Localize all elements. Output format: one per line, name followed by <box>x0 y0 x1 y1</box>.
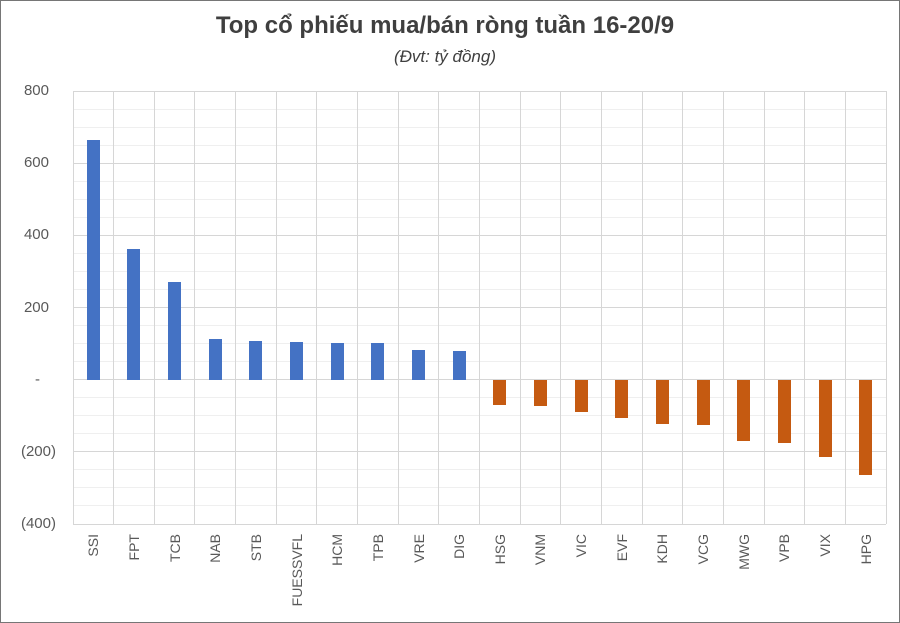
vertical-gridline <box>682 91 684 524</box>
y-tick-label: - <box>35 370 40 388</box>
vertical-gridline <box>153 91 155 524</box>
x-label-hpg: HPG <box>857 534 874 565</box>
vertical-gridline <box>519 91 521 524</box>
vertical-gridline <box>763 91 765 524</box>
bar-vnm <box>533 379 547 407</box>
x-label-tcb: TCB <box>166 534 183 562</box>
x-label-vcg: VCG <box>695 534 712 565</box>
x-label-fuessvfl: FUESSVFL <box>288 534 305 607</box>
bar-tpb <box>371 343 385 380</box>
vertical-gridline <box>885 91 887 524</box>
bar-ssi <box>86 140 100 380</box>
chart-title: Top cổ phiếu mua/bán ròng tuần 16-20/9 <box>215 12 675 39</box>
x-label-vix: VIX <box>817 534 834 557</box>
vertical-gridline <box>194 91 196 524</box>
vertical-gridline <box>804 91 806 524</box>
vertical-gridline <box>357 91 359 524</box>
x-label-evf: EVF <box>613 534 630 562</box>
vertical-gridline <box>438 91 440 524</box>
bar-fpt <box>127 249 141 380</box>
x-label-vre: VRE <box>410 534 427 563</box>
vertical-gridline <box>600 91 602 524</box>
y-tick-label: 600 <box>23 154 49 172</box>
bar-dig <box>452 350 466 380</box>
chart-subtitle: (Đvt: tỷ đồng) <box>393 47 497 66</box>
x-label-stb: STB <box>247 534 264 562</box>
major-gridline <box>73 523 886 525</box>
x-label-vic: VIC <box>573 534 590 558</box>
x-label-ssi: SSI <box>85 534 102 557</box>
bar-hsg <box>493 379 507 405</box>
vertical-gridline <box>235 91 237 524</box>
y-tick-label: 400 <box>23 226 49 244</box>
x-label-nab: NAB <box>207 534 224 563</box>
bar-kdh <box>655 379 669 425</box>
vertical-gridline <box>275 91 277 524</box>
bar-hcm <box>330 342 344 380</box>
vertical-gridline <box>641 91 643 524</box>
bar-fuessvfl <box>290 341 304 380</box>
x-label-vnm: VNM <box>532 534 549 566</box>
bar-vre <box>412 350 426 380</box>
y-tick-label: (400) <box>20 515 56 532</box>
bar-stb <box>249 341 263 380</box>
x-label-vpb: VPB <box>776 534 793 563</box>
vertical-gridline <box>397 91 399 524</box>
bar-mwg <box>737 379 751 441</box>
vertical-gridline <box>844 91 846 524</box>
vertical-gridline <box>722 91 724 524</box>
bar-nab <box>208 338 222 380</box>
x-label-fpt: FPT <box>125 534 142 561</box>
vertical-gridline <box>560 91 562 524</box>
bar-tcb <box>168 281 182 380</box>
x-label-mwg: MWG <box>735 534 752 570</box>
bar-vic <box>574 379 588 413</box>
y-axis: 800 600 400 200 - (200) (400) <box>1 83 57 532</box>
y-tick-label: 200 <box>23 298 49 316</box>
y-tick-label: 800 <box>23 82 49 99</box>
bar-vix <box>818 379 832 457</box>
bar-hpg <box>859 379 873 475</box>
x-label-hcm: HCM <box>329 534 346 566</box>
bar-vpb <box>777 379 791 444</box>
x-label-hsg: HSG <box>491 534 508 565</box>
x-label-tpb: TPB <box>369 534 386 562</box>
y-tick-label: (200) <box>20 442 56 460</box>
vertical-gridline <box>113 91 115 524</box>
vertical-gridline <box>479 91 480 524</box>
x-label-dig: DIG <box>451 534 468 559</box>
bar-evf <box>615 379 629 418</box>
bar-vcg <box>696 379 710 426</box>
x-label-kdh: KDH <box>654 534 671 564</box>
plot-area <box>72 90 887 525</box>
vertical-gridline <box>72 91 74 524</box>
vertical-gridline <box>316 91 318 524</box>
